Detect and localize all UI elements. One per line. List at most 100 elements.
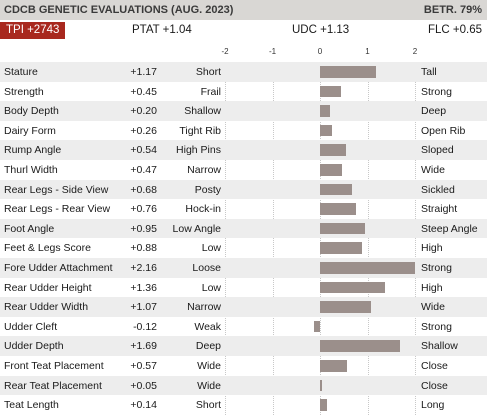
trait-row: Rump Angle +0.54 High Pins Sloped — [0, 140, 487, 160]
trait-value: -0.12 — [133, 320, 157, 333]
trait-row: Front Teat Placement +0.57 Wide Close — [0, 356, 487, 376]
trait-row: Udder Cleft -0.12 Weak Strong — [0, 317, 487, 337]
trait-bar — [320, 144, 346, 156]
trait-row: Feet & Legs Score +0.88 Low High — [0, 238, 487, 258]
trait-value: +0.68 — [130, 183, 157, 196]
trait-label: Strength — [4, 85, 44, 98]
trait-label: Thurl Width — [4, 164, 58, 176]
trait-row: Rear Legs - Side View +0.68 Posty Sickled — [0, 179, 487, 200]
high-descriptor: High — [421, 281, 443, 294]
trait-label: Rump Angle — [4, 144, 62, 157]
trait-bar — [320, 301, 371, 313]
low-descriptor: Posty — [194, 183, 221, 196]
trait-row: Rear Legs - Rear View +0.76 Hock-in Straigh… — [0, 199, 487, 219]
trait-label: Rear Udder Height — [4, 281, 92, 294]
trait-value: +0.14 — [130, 399, 157, 412]
high-descriptor: Sloped — [421, 144, 454, 157]
flc-value: FLC +0.65 — [427, 24, 482, 36]
high-descriptor: Close — [421, 379, 448, 392]
trait-row: Strength +0.45 Frail Strong — [0, 82, 487, 102]
low-descriptor: Shallow — [184, 105, 221, 118]
trait-label: Fore Udder Attachment — [4, 262, 113, 274]
trait-row: Body Depth +0.20 Shallow Deep — [0, 101, 487, 121]
trait-row: Teat Length +0.14 Short Long — [0, 395, 487, 415]
trait-value: +0.20 — [130, 105, 157, 118]
low-descriptor: Low — [201, 281, 221, 294]
trait-label: Rear Udder Width — [4, 301, 89, 314]
high-descriptor: Long — [421, 399, 445, 412]
axis-tick-label: -2 — [221, 47, 229, 56]
axis-tick-label: 0 — [317, 47, 323, 56]
trait-bar — [320, 105, 330, 117]
trait-value: +0.88 — [130, 242, 157, 255]
axis-tick-label: 2 — [412, 47, 418, 56]
ptat-value: PTAT +1.04 — [132, 24, 192, 36]
high-descriptor: Deep — [421, 105, 447, 118]
trait-bar — [320, 360, 348, 372]
low-descriptor: Narrow — [187, 301, 221, 314]
trait-bar — [320, 242, 362, 254]
trait-row: Stature +1.17 Short Tall — [0, 62, 487, 82]
trait-bar — [320, 379, 323, 392]
high-descriptor: Strong — [421, 85, 452, 98]
low-descriptor: High Pins — [176, 144, 221, 157]
high-descriptor: Wide — [421, 164, 445, 176]
trait-row: Fore Udder Attachment +2.16 Loose Strong — [0, 258, 487, 278]
trait-bar — [320, 340, 401, 352]
gridline — [273, 62, 274, 415]
trait-label: Front Teat Placement — [4, 360, 104, 372]
low-descriptor: Short — [195, 66, 221, 78]
trait-label: Rear Legs - Side View — [4, 183, 109, 196]
tpi-badge: TPI +2743 — [0, 22, 66, 39]
trait-bar — [320, 66, 376, 78]
summary-bar: TPI +2743 PTAT +1.04 UDC +1.13 FLC +0.65 — [0, 20, 487, 41]
trait-value: +0.47 — [130, 164, 157, 176]
trait-bar — [320, 124, 333, 137]
low-descriptor: Deep — [195, 340, 221, 353]
axis-tick-label: 1 — [365, 47, 370, 56]
trait-row: Rear Udder Width +1.07 Narrow Wide — [0, 297, 487, 317]
low-descriptor: Hock-in — [185, 203, 221, 216]
trait-value: +1.69 — [130, 340, 157, 353]
trait-row: Dairy Form +0.26 Tight Rib Open Rib — [0, 121, 487, 141]
trait-value: +0.95 — [130, 222, 157, 235]
panel-header: CDCB GENETIC EVALUATIONS (AUG. 2023) BET… — [0, 0, 487, 20]
trait-bar — [320, 164, 343, 176]
trait-bar — [320, 222, 366, 235]
panel-title: CDCB GENETIC EVALUATIONS (AUG. 2023) — [4, 4, 234, 16]
trait-label: Feet & Legs Score — [4, 242, 91, 255]
trait-bar — [314, 320, 320, 333]
gridline — [225, 62, 226, 415]
trait-bar — [320, 262, 415, 274]
gridline — [415, 62, 416, 415]
trait-bar — [320, 85, 342, 98]
low-descriptor: Loose — [192, 262, 221, 274]
high-descriptor: Strong — [421, 262, 452, 274]
low-descriptor: Narrow — [187, 164, 221, 176]
trait-label: Rear Teat Placement — [4, 379, 102, 392]
trait-label: Rear Legs - Rear View — [4, 203, 111, 216]
trait-value: +0.05 — [130, 379, 157, 392]
trait-value: +0.57 — [130, 360, 157, 372]
high-descriptor: Open Rib — [421, 124, 466, 137]
trait-label: Udder Cleft — [4, 320, 58, 333]
trait-value: +2.16 — [130, 262, 157, 274]
trait-row: Thurl Width +0.47 Narrow Wide — [0, 160, 487, 180]
trait-value: +1.07 — [130, 301, 157, 314]
trait-value: +0.45 — [130, 85, 157, 98]
high-descriptor: Wide — [421, 301, 445, 314]
high-descriptor: High — [421, 242, 443, 255]
low-descriptor: Wide — [197, 379, 221, 392]
trait-bar — [320, 281, 385, 294]
low-descriptor: Tight Rib — [179, 124, 221, 137]
trait-value: +0.54 — [130, 144, 157, 157]
high-descriptor: Steep Angle — [421, 222, 478, 235]
trait-row: Rear Udder Height +1.36 Low High — [0, 278, 487, 298]
high-descriptor: Tall — [421, 66, 437, 78]
trait-value: +0.76 — [130, 203, 157, 216]
low-descriptor: Short — [195, 399, 221, 412]
low-descriptor: Weak — [194, 320, 221, 333]
low-descriptor: Low — [201, 242, 221, 255]
trait-bar — [320, 399, 327, 411]
